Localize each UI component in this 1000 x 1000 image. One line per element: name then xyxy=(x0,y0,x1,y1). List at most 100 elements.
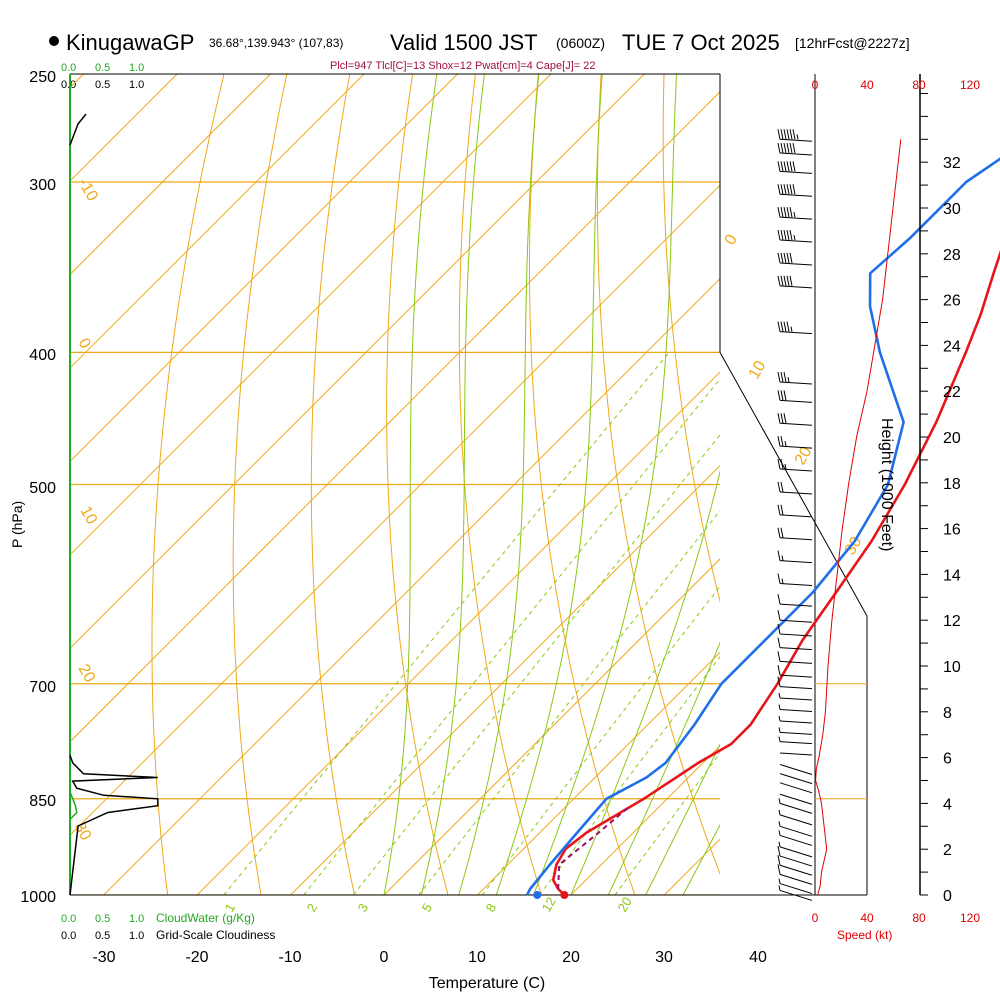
wind-barb-shaft xyxy=(779,239,813,243)
wind-barb-flag xyxy=(777,665,781,676)
wind-barb-shaft xyxy=(779,686,813,690)
wind-barb-shaft xyxy=(779,660,813,664)
wind-barb-flag xyxy=(777,527,781,538)
wind-barb-flag xyxy=(777,481,781,493)
height-axis-label: Height (1000 Feet) xyxy=(878,418,895,551)
utc-time: (0600Z) xyxy=(556,35,605,51)
moist-adiabat-line xyxy=(645,743,720,895)
wind-barb-shaft xyxy=(779,763,813,775)
station-dot-icon xyxy=(49,36,59,46)
wind-barb-shaft xyxy=(779,422,813,426)
wind-barb-half-flag xyxy=(778,821,781,827)
wind-barb-flag xyxy=(783,371,787,383)
isotherm-line xyxy=(290,464,720,895)
wind-barb-flag xyxy=(783,161,787,172)
wind-barb-flag xyxy=(777,207,781,218)
wind-barb-flag xyxy=(780,275,784,286)
isotherm-line xyxy=(103,277,720,895)
cloudwater-label: CloudWater (g/Kg) xyxy=(156,911,255,925)
wind-barb-flag xyxy=(789,129,793,140)
speed-tick-bottom-40: 40 xyxy=(860,911,874,925)
isotherm-label: 20 xyxy=(75,662,99,686)
wind-barb-half-flag xyxy=(778,809,781,815)
wind-barb-flag xyxy=(777,623,781,635)
wind-barb-shaft xyxy=(779,583,813,587)
plot-frame xyxy=(69,73,868,896)
surface-temperature-marker xyxy=(560,891,569,899)
wind-barb-flag xyxy=(780,252,784,264)
wind-barb-flag xyxy=(783,413,787,424)
isotherm-line xyxy=(70,91,720,743)
wind-barb-flag xyxy=(789,275,793,286)
wind-barb-flag xyxy=(780,184,784,195)
wind-barb-flag xyxy=(783,129,787,140)
wind-barb-half-flag xyxy=(778,841,781,848)
isotherm-line xyxy=(70,74,552,556)
wind-barb-flag xyxy=(777,184,781,195)
wind-barb-flag xyxy=(777,458,781,470)
temp-tick-20: 20 xyxy=(562,949,580,966)
wind-barb-flag xyxy=(786,161,790,172)
wind-barb-half-flag xyxy=(781,555,784,561)
wind-barb-shaft xyxy=(779,170,813,174)
height-tick-label: 22 xyxy=(943,384,961,401)
wind-barb-flag xyxy=(783,321,787,332)
wind-barb-flag xyxy=(777,142,781,154)
wind-barb-flag xyxy=(783,252,787,264)
wind-barb-flag xyxy=(777,855,781,866)
dry-adiabat-line xyxy=(662,74,720,604)
wind-barb-shaft xyxy=(779,619,813,623)
wind-barb-flag xyxy=(777,594,781,605)
height-tick-label: 8 xyxy=(943,705,952,722)
wind-barb-flag xyxy=(780,458,784,470)
pressure-tick-300: 300 xyxy=(29,177,56,194)
height-tick-label: 24 xyxy=(943,338,961,355)
wind-barb-flag xyxy=(777,864,781,875)
wind-barb-flag xyxy=(786,321,790,332)
dry-adiabat-line xyxy=(458,74,542,895)
wind-barb-flag xyxy=(786,184,790,195)
wind-barb-shaft xyxy=(779,752,813,756)
wind-barb-flag xyxy=(777,436,781,447)
wind-barb-shaft xyxy=(779,814,813,826)
height-tick-label: 12 xyxy=(943,613,961,630)
mixing-ratio-line xyxy=(223,351,670,895)
isotherm-label: 30 xyxy=(842,534,866,558)
height-tick-label: 14 xyxy=(943,567,961,584)
isotherm-line xyxy=(70,184,720,836)
wind-barb-shaft xyxy=(779,138,813,142)
moist-adiabat-line xyxy=(570,469,720,895)
wind-barb-half-flag xyxy=(778,885,781,891)
wind-barb-flag xyxy=(786,142,790,154)
wind-barb-flag xyxy=(777,229,781,241)
wind-barb-shaft xyxy=(779,834,813,846)
temp-tick-minus10: -10 xyxy=(278,949,301,966)
cloudiness-tick-bottom-3: 1.0 xyxy=(129,930,144,942)
wind-barb-flag xyxy=(777,845,781,857)
speed-tick-top-0: 0 xyxy=(812,78,819,92)
pressure-tick-500: 500 xyxy=(29,480,56,497)
wind-barb-shaft xyxy=(779,468,813,472)
wind-barb-half-flag xyxy=(778,878,781,884)
isotherm-line xyxy=(196,371,720,895)
x-axis-label: Temperature (C) xyxy=(429,975,545,992)
isotherm-label: 10 xyxy=(77,504,101,528)
wind-barb-shaft xyxy=(779,603,813,607)
wind-barb-shaft xyxy=(779,741,813,745)
mixing-ratio-line xyxy=(418,509,720,895)
wind-barb-shaft xyxy=(779,285,813,289)
height-tick-label: 16 xyxy=(943,522,961,539)
wind-barb-flag xyxy=(792,142,796,154)
wind-barb-shaft xyxy=(779,883,813,895)
height-tick-label: 18 xyxy=(943,476,961,493)
mixing-ratio-line xyxy=(481,585,720,895)
height-tick-label: 2 xyxy=(943,842,952,859)
wind-barb-half-flag xyxy=(778,736,781,742)
dry-adiabat-line xyxy=(529,74,636,895)
wind-barb-half-flag xyxy=(778,798,781,804)
wind-barb-flag xyxy=(783,229,787,241)
wind-barb-flag xyxy=(786,275,790,286)
temp-tick-40: 40 xyxy=(749,949,767,966)
temp-tick-0: 0 xyxy=(380,949,389,966)
wind-barb-flag xyxy=(777,504,781,515)
